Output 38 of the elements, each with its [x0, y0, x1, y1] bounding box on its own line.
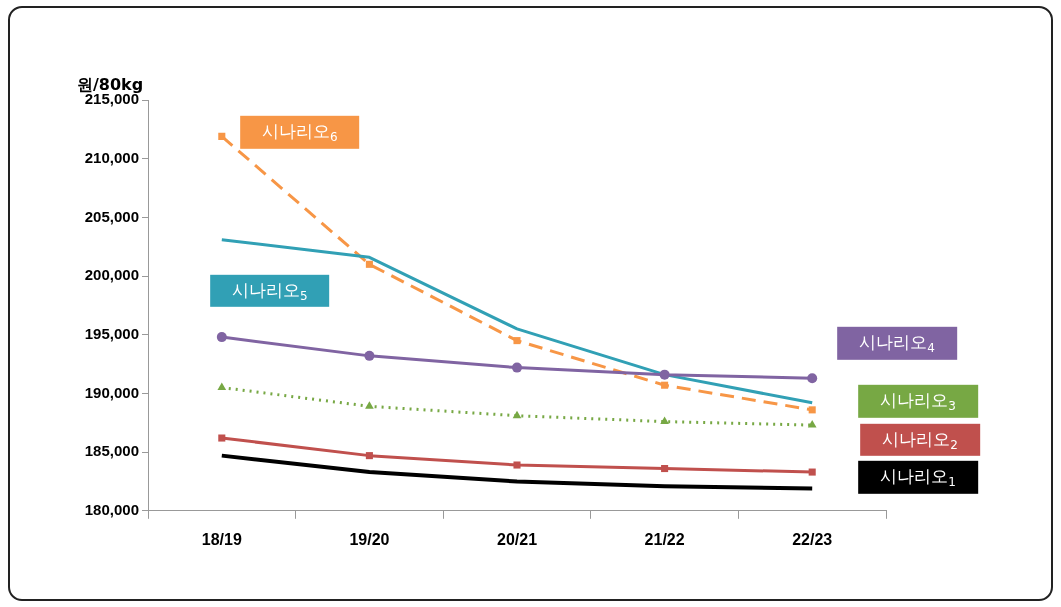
point: [513, 461, 521, 469]
point: [661, 381, 669, 389]
x-tick-label: 18/19: [201, 530, 242, 548]
point: [218, 434, 226, 442]
point: [512, 410, 522, 419]
point: [218, 132, 226, 140]
point: [365, 260, 373, 268]
x-tick-label: 20/21: [496, 530, 538, 548]
y-tick-label: 210,000: [84, 148, 139, 166]
text: 시나리오$_{3}$: [858, 384, 979, 418]
y-tick-label: 180,000: [84, 500, 139, 518]
series-label: 시나리오$_{5}$: [209, 274, 330, 307]
point: [659, 369, 670, 380]
point: [513, 337, 521, 345]
point: [365, 401, 374, 409]
point: [808, 468, 816, 476]
text: 시나리오$_{1}$: [858, 461, 979, 494]
point: [216, 332, 227, 343]
y-tick-label: 185,000: [84, 442, 139, 460]
point: [807, 373, 818, 384]
text: 시나리오$_{4}$: [837, 326, 958, 360]
point: [364, 350, 375, 361]
text: 시나리오$_{2}$: [860, 423, 981, 457]
point: [661, 465, 669, 473]
point: [660, 416, 669, 425]
y-tick-label: 190,000: [84, 383, 139, 401]
series-label: 시나리오$_{6}$: [239, 116, 360, 149]
y-tick-label: 205,000: [84, 207, 139, 225]
point: [807, 420, 817, 428]
x-tick-label: 19/20: [349, 530, 390, 548]
point: [808, 406, 816, 414]
y-tick-label: 200,000: [84, 266, 139, 284]
x-tick-label: 21/22: [644, 530, 685, 548]
point: [365, 452, 373, 460]
x-tick-label: 22/23: [792, 530, 833, 548]
point: [217, 382, 227, 391]
point: [512, 362, 522, 373]
y-tick-label: 195,000: [84, 324, 139, 342]
